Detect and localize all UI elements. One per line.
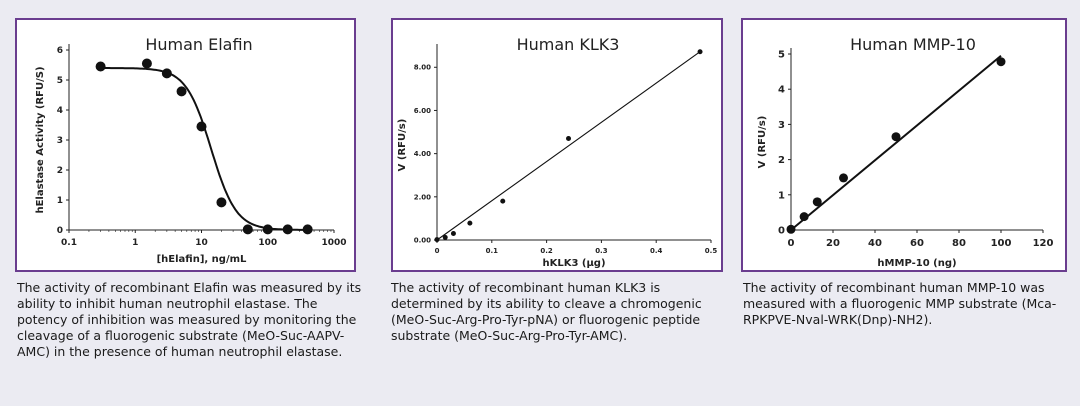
x-tick-label: 0.5	[705, 247, 718, 255]
x-tick-label: 100	[258, 238, 277, 248]
y-tick-label: 6	[57, 46, 63, 56]
x-tick-label: 20	[826, 238, 840, 249]
x-tick-label: 0	[788, 238, 795, 249]
x-tick-label: 1000	[321, 238, 346, 248]
y-tick-label: 5	[778, 50, 785, 61]
data-point	[242, 224, 253, 235]
data-point	[812, 197, 822, 207]
elafin-caption: The activity of recombinant Elafin was m…	[17, 280, 362, 359]
data-point	[141, 58, 152, 69]
x-tick-label: 80	[952, 238, 966, 249]
y-tick-label: 2	[57, 166, 63, 176]
x-tick-label: 40	[868, 238, 882, 249]
x-tick-label: 100	[991, 238, 1012, 249]
y-tick-label: 4.00	[414, 150, 431, 158]
chart-title: Human Elafin	[145, 35, 252, 54]
data-point	[450, 231, 456, 237]
x-tick-label: 0.2	[540, 247, 553, 255]
data-point	[566, 136, 572, 142]
mmp10-caption: The activity of recombinant human MMP-10…	[743, 280, 1057, 327]
x-tick-label: 0.4	[650, 247, 663, 255]
fit-line	[436, 51, 701, 241]
data-point	[196, 121, 207, 132]
klk3-chart: Human KLK3 0.00 2.00 4.00 6.00 8.00 0 0.1 0.2 0.3…	[397, 35, 718, 269]
chart-title: Human MMP-10	[850, 35, 976, 54]
data-point	[434, 237, 440, 243]
data-point	[500, 198, 506, 204]
data-point	[216, 197, 227, 208]
data-point	[891, 132, 901, 142]
x-tick-label: 60	[910, 238, 924, 249]
chart-title: Human KLK3	[517, 35, 620, 54]
data-point	[786, 224, 796, 234]
x-tick-label: 0	[435, 247, 440, 255]
data-point	[799, 212, 809, 222]
x-axis-label: hKLK3 (µg)	[542, 258, 605, 269]
data-point	[467, 220, 473, 226]
x-tick-label: 120	[1033, 238, 1054, 249]
klk3-chart-panel: Human KLK3 0.00 2.00 4.00 6.00 8.00 0 0.1 0.2 0.3…	[391, 18, 723, 272]
y-axis-label: V (RFU/s)	[397, 119, 408, 172]
y-tick-label: 5	[57, 76, 63, 86]
data-point	[996, 57, 1006, 67]
mmp10-chart-panel: Human MMP-10 0 1 2 3 4 5 0 20 40 60 80 100 120 hMMP-10…	[741, 18, 1067, 272]
x-tick-label: 0.1	[61, 238, 77, 248]
y-tick-label: 8.00	[414, 64, 431, 72]
y-tick-label: 0	[57, 226, 63, 236]
elafin-chart-panel: Human Elafin 0 1 2 3 4 5 6 0.1 1 10 100 1000 [hElafin…	[15, 18, 356, 272]
y-tick-label: 3	[778, 120, 785, 131]
x-tick-label: 0.3	[595, 247, 608, 255]
data-point	[161, 68, 172, 79]
fit-curve	[100, 67, 308, 231]
y-tick-label: 0	[778, 226, 785, 237]
data-point	[697, 49, 703, 55]
data-point	[176, 86, 187, 97]
elafin-chart: Human Elafin 0 1 2 3 4 5 6 0.1 1 10 100 1000 [hElafin…	[35, 35, 347, 265]
y-tick-label: 0.00	[414, 236, 431, 244]
y-tick-label: 1	[57, 196, 63, 206]
x-axis-label: [hElafin], ng/mL	[157, 254, 247, 265]
y-axis-label: hElastase Activity (RFU/S)	[35, 66, 46, 213]
y-tick-label: 4	[778, 85, 785, 96]
y-tick-label: 3	[57, 136, 63, 146]
klk3-caption: The activity of recombinant human KLK3 i…	[391, 280, 702, 343]
x-tick-label: 1	[132, 238, 138, 248]
y-tick-label: 4	[57, 106, 63, 116]
y-tick-label: 2	[778, 155, 785, 166]
data-point	[262, 224, 273, 235]
data-point	[442, 234, 448, 240]
fit-line	[790, 54, 1002, 231]
x-tick-label: 10	[195, 238, 208, 248]
data-point	[839, 173, 848, 183]
x-axis-label: hMMP-10 (ng)	[877, 258, 956, 269]
y-tick-label: 2.00	[414, 193, 431, 201]
data-point	[282, 224, 293, 235]
y-axis-label: V (RFU/s)	[757, 116, 768, 169]
x-tick-label: 0.1	[486, 247, 499, 255]
data-point	[302, 224, 313, 235]
y-tick-label: 6.00	[414, 107, 431, 115]
data-point	[95, 61, 106, 72]
y-tick-label: 1	[778, 190, 785, 201]
mmp10-chart: Human MMP-10 0 1 2 3 4 5 0 20 40 60 80 100 120 hMMP-10…	[757, 35, 1054, 269]
